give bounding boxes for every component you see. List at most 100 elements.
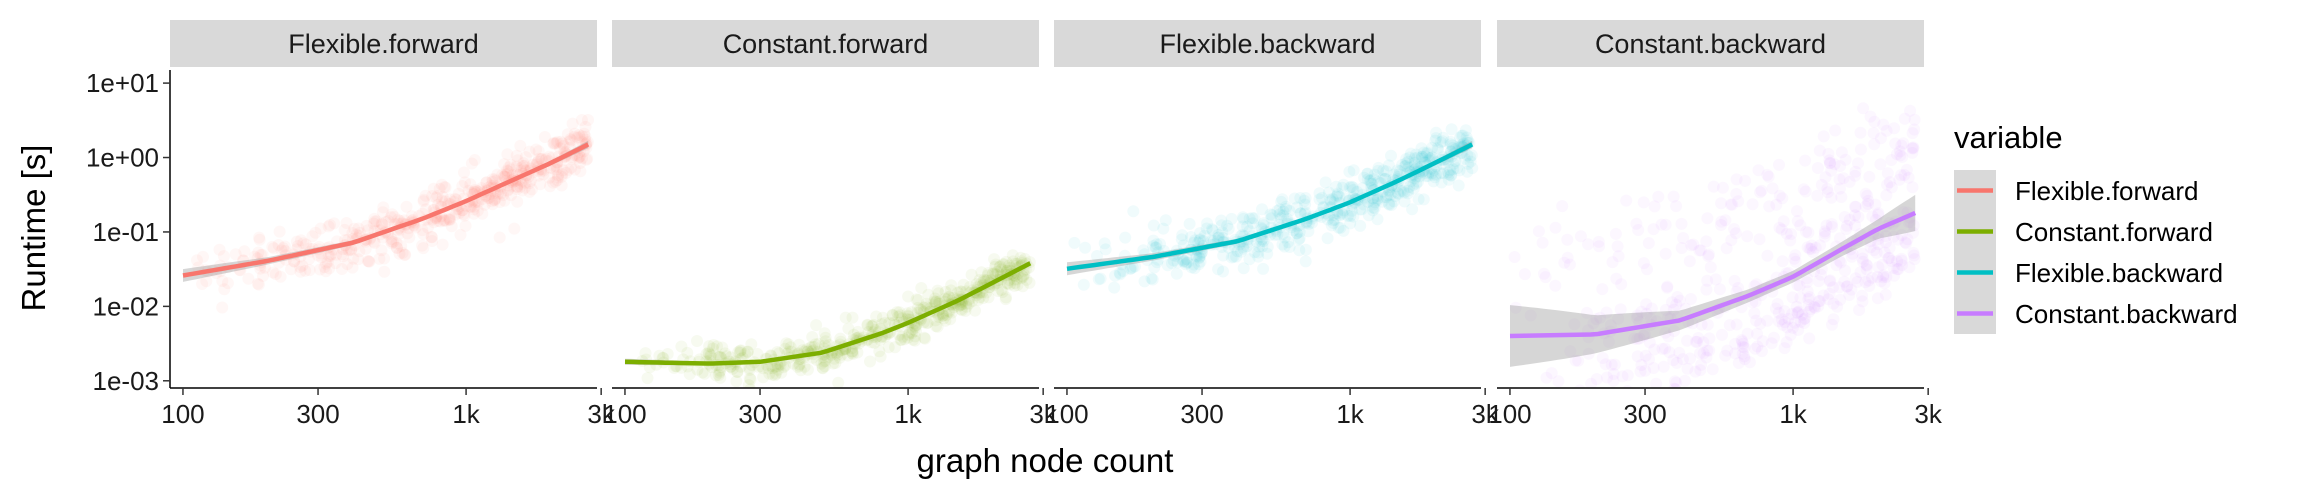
data-point <box>1194 227 1206 240</box>
data-point <box>438 214 451 227</box>
data-point <box>1079 241 1092 254</box>
data-point <box>1652 190 1665 203</box>
data-point <box>1825 218 1838 230</box>
data-point <box>1643 336 1656 349</box>
data-point <box>1243 212 1256 225</box>
data-point <box>1701 344 1714 357</box>
data-point <box>1880 270 1893 283</box>
data-point <box>1193 251 1206 264</box>
data-point <box>229 248 242 261</box>
data-point <box>978 273 990 286</box>
data-point <box>1119 231 1132 244</box>
data-point <box>1719 349 1732 362</box>
data-point <box>1852 211 1865 223</box>
data-point <box>1822 147 1835 160</box>
data-point <box>1670 356 1683 369</box>
data-point <box>1823 154 1836 167</box>
x-tick-label: 1k <box>894 399 922 429</box>
data-point <box>1812 295 1825 308</box>
data-point <box>1908 253 1921 266</box>
data-point <box>1862 274 1875 287</box>
data-point <box>1798 313 1810 326</box>
data-point <box>1805 242 1818 255</box>
data-point <box>1837 172 1850 185</box>
data-point <box>348 222 361 235</box>
data-point <box>1382 197 1395 210</box>
data-point <box>306 230 319 243</box>
data-point <box>816 362 829 375</box>
data-point <box>1436 135 1449 148</box>
data-point <box>1421 146 1434 159</box>
data-point <box>488 173 501 186</box>
data-point <box>714 351 727 363</box>
data-point <box>959 304 972 317</box>
data-point <box>390 241 403 254</box>
data-point <box>1257 235 1270 247</box>
data-point <box>1728 274 1741 287</box>
data-point <box>1355 203 1368 216</box>
data-point <box>734 344 747 357</box>
data-point <box>319 265 332 278</box>
data-point <box>1657 360 1670 373</box>
data-point <box>1820 219 1833 232</box>
data-point <box>1225 251 1238 264</box>
data-point <box>1811 162 1824 174</box>
data-point <box>1331 187 1344 200</box>
data-point <box>1389 190 1402 203</box>
data-point <box>1430 168 1443 181</box>
data-point <box>1257 219 1270 232</box>
data-point <box>1561 251 1574 264</box>
data-point <box>1610 272 1623 285</box>
data-point <box>1283 241 1296 253</box>
x-tick-label: 1k <box>452 399 480 429</box>
data-point <box>1661 281 1674 294</box>
x-tick-label: 3k <box>1914 399 1942 429</box>
data-point <box>770 367 782 380</box>
data-point <box>780 337 793 350</box>
confidence-band <box>1510 194 1916 367</box>
data-point <box>1763 200 1776 213</box>
smooth-line <box>624 261 1032 366</box>
data-point <box>1016 280 1029 293</box>
data-point <box>1776 318 1789 331</box>
data-point <box>1791 205 1803 218</box>
data-point <box>1266 209 1279 222</box>
data-point <box>552 169 565 182</box>
data-point <box>1281 212 1294 225</box>
data-point <box>279 245 292 257</box>
data-point <box>1805 239 1818 252</box>
data-point <box>962 297 975 310</box>
smooth-line <box>1066 142 1474 272</box>
data-point <box>834 332 847 345</box>
panel-flexible-forward: Flexible.forward <box>170 20 597 314</box>
data-point <box>1371 213 1384 226</box>
data-point <box>1410 148 1422 161</box>
data-point <box>274 270 287 283</box>
data-point <box>338 223 351 236</box>
data-point <box>1788 252 1801 265</box>
data-point <box>1788 316 1801 329</box>
data-point <box>1732 357 1745 369</box>
data-point <box>661 348 674 360</box>
data-point <box>443 193 456 206</box>
data-point <box>494 187 507 200</box>
data-point <box>1612 312 1625 325</box>
data-point <box>779 342 792 355</box>
data-point <box>1150 238 1163 251</box>
data-point <box>1814 268 1827 281</box>
x-axis: 100 300 1k 3k <box>603 387 1058 429</box>
data-point <box>1403 181 1416 193</box>
data-point <box>1775 313 1788 326</box>
data-point <box>1299 192 1312 204</box>
data-point <box>1171 256 1184 269</box>
data-point <box>745 338 758 351</box>
data-point <box>1694 244 1707 257</box>
data-point <box>784 341 797 354</box>
data-point <box>459 219 472 232</box>
data-point <box>1662 330 1675 343</box>
data-point <box>1703 332 1716 345</box>
data-point <box>576 152 588 165</box>
data-point <box>1138 275 1151 288</box>
data-point <box>416 224 429 237</box>
data-point <box>1854 143 1867 156</box>
